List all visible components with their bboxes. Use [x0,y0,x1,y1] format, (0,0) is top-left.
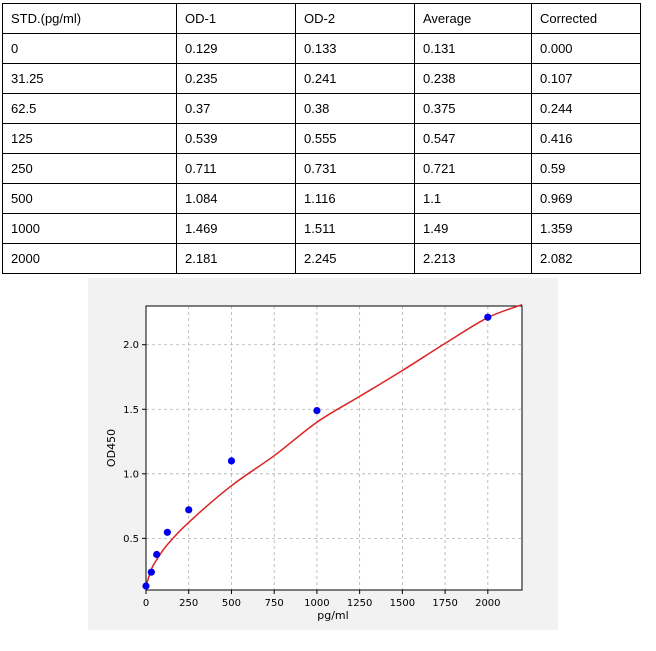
cell-corrected: 0.416 [531,123,641,154]
cell-average: 0.131 [414,33,532,64]
cell-average: 1.1 [414,183,532,214]
x-tick-label: 1750 [432,598,457,609]
data-point [313,406,321,415]
cell-od2: 1.511 [295,213,415,244]
table-row: 31.25 0.235 0.241 0.238 0.107 [2,63,641,94]
x-tick-label: 1500 [390,598,415,609]
data-point [163,528,171,536]
table-row: 62.5 0.37 0.38 0.375 0.244 [2,93,641,124]
cell-std: 62.5 [2,93,177,124]
x-tick-label: 500 [222,598,241,609]
x-tick-label: 1250 [347,598,372,609]
table-row: 500 1.084 1.116 1.1 0.969 [2,183,641,214]
table-row: 0 0.129 0.133 0.131 0.000 [2,33,641,64]
data-point [484,313,492,321]
cell-od1: 0.37 [176,93,296,124]
cell-average: 0.721 [414,153,532,184]
cell-std: 2000 [2,243,177,274]
standard-curve-chart: 0 250 500 750 1000 1250 1500 1750 2000 0.5 1.0 1.5… [105,304,523,622]
table-row: 1000 1.469 1.511 1.49 1.359 [2,213,641,244]
cell-od2: 2.245 [295,243,415,274]
cell-corrected: 0.244 [531,93,641,124]
cell-od1: 0.711 [176,153,296,184]
cell-average: 1.49 [414,213,532,244]
cell-std: 1000 [2,213,177,244]
x-tick-label: 750 [265,598,284,609]
standard-curve-panel: 0 250 500 750 1000 1250 1500 1750 2000 0.5 1.0 1.5… [88,278,558,630]
x-tick-label: 250 [179,598,198,609]
cell-od1: 1.469 [176,213,296,244]
table-row: 250 0.711 0.731 0.721 0.59 [2,153,641,184]
data-point [185,506,193,514]
header-od1: OD-1 [176,3,296,34]
header-corrected: Corrected [531,3,641,34]
y-tick-label: 1.5 [123,405,139,416]
data-points [142,313,492,590]
cell-average: 0.238 [414,63,532,94]
cell-std: 125 [2,123,177,154]
cell-od2: 0.38 [295,93,415,124]
header-od2: OD-2 [295,3,415,34]
data-point [147,568,155,576]
cell-od2: 0.731 [295,153,415,184]
y-axis-ticks: 0.5 1.0 1.5 2.0 [123,340,146,545]
data-point [227,457,236,465]
cell-corrected: 2.082 [531,243,641,274]
cell-od2: 0.133 [295,33,415,64]
y-axis-label: OD450 [105,429,118,467]
cell-corrected: 1.359 [531,213,641,244]
fitted-curve [145,304,523,587]
cell-od1: 0.235 [176,63,296,94]
x-axis-label: pg/ml [317,609,348,622]
cell-corrected: 0.969 [531,183,641,214]
cell-corrected: 0.107 [531,63,641,94]
cell-od2: 0.555 [295,123,415,154]
y-tick-label: 2.0 [123,340,139,351]
cell-std: 500 [2,183,177,214]
cell-od1: 2.181 [176,243,296,274]
cell-average: 0.375 [414,93,532,124]
cell-std: 0 [2,33,177,64]
data-point [153,550,161,559]
plot-area [145,305,523,591]
x-axis-ticks: 0 250 500 750 1000 1250 1500 1750 2000 [143,590,501,609]
cell-corrected: 0.000 [531,33,641,64]
cell-od2: 0.241 [295,63,415,94]
y-tick-label: 0.5 [123,534,139,545]
header-std: STD.(pg/ml) [2,3,177,34]
cell-average: 0.547 [414,123,532,154]
standard-table: STD.(pg/ml) OD-1 OD-2 Average Corrected … [2,3,641,274]
y-tick-label: 1.0 [123,469,139,480]
grid-lines [145,306,522,590]
table-row: 125 0.539 0.555 0.547 0.416 [2,123,641,154]
cell-od1: 1.084 [176,183,296,214]
plot-background [146,306,522,590]
cell-corrected: 0.59 [531,153,641,184]
x-tick-label: 0 [143,598,149,609]
cell-od2: 1.116 [295,183,415,214]
x-tick-label: 1000 [304,598,329,609]
header-average: Average [414,3,532,34]
cell-od1: 0.129 [176,33,296,64]
cell-od1: 0.539 [176,123,296,154]
data-point [142,582,150,590]
cell-average: 2.213 [414,243,532,274]
x-tick-label: 2000 [475,598,500,609]
cell-std: 250 [2,153,177,184]
cell-std: 31.25 [2,63,177,94]
table-row: 2000 2.181 2.245 2.213 2.082 [2,243,641,274]
table-header-row: STD.(pg/ml) OD-1 OD-2 Average Corrected [2,3,641,34]
